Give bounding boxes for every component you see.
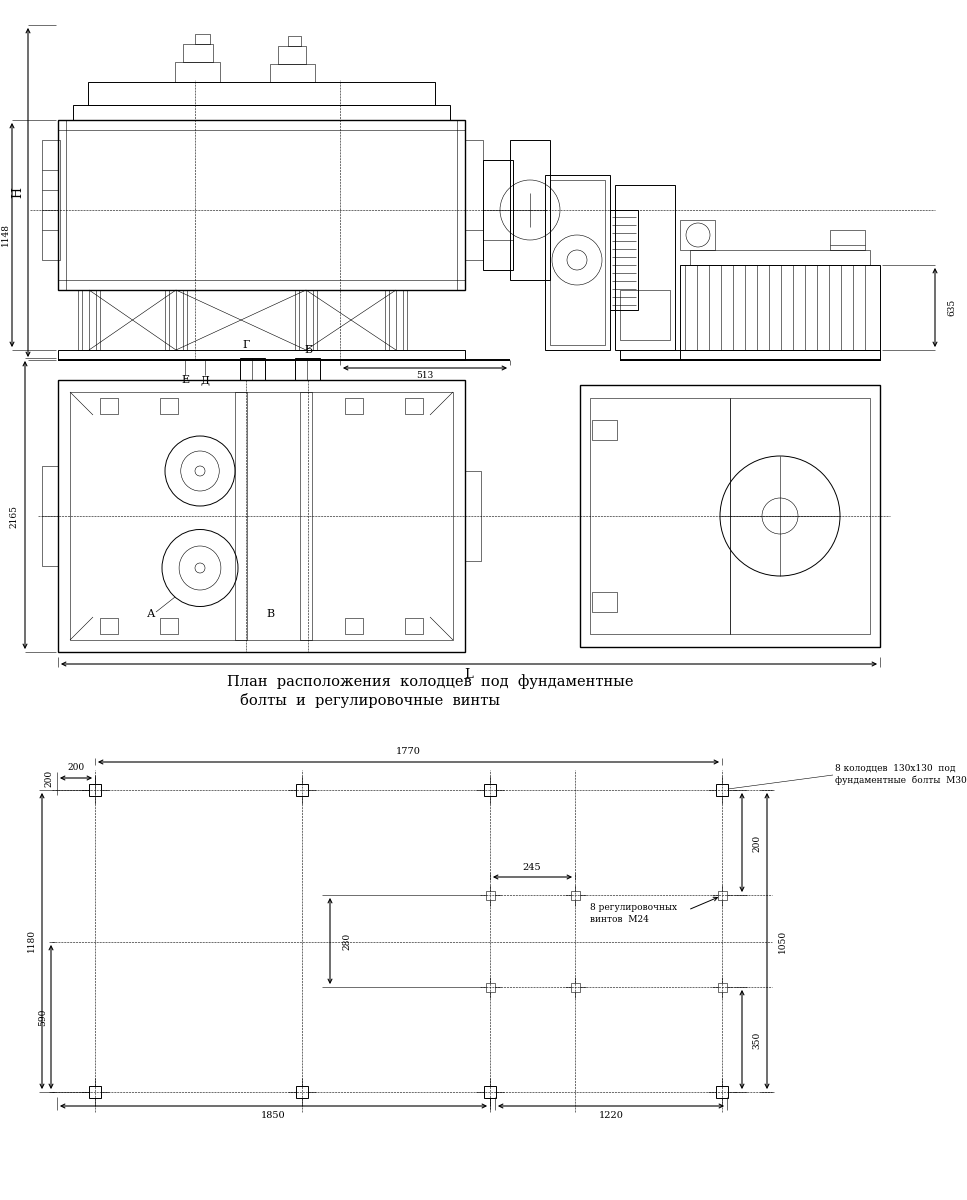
Bar [571, 983, 579, 991]
Bar [580, 385, 880, 647]
Bar [160, 618, 178, 634]
Text: 1180: 1180 [26, 930, 36, 953]
Bar [240, 358, 265, 380]
Bar [571, 890, 579, 900]
Bar [550, 180, 605, 346]
Text: H: H [12, 187, 24, 198]
Bar [718, 983, 726, 991]
Bar [484, 784, 496, 796]
Bar [70, 392, 453, 640]
Bar [89, 1086, 101, 1098]
Bar [620, 350, 880, 360]
Text: 1220: 1220 [599, 1111, 624, 1121]
Text: 8 колодцев  130х130  под: 8 колодцев 130х130 под [835, 763, 955, 773]
Bar [58, 380, 465, 652]
Bar [88, 82, 435, 104]
Bar [405, 398, 423, 414]
Text: 1148: 1148 [1, 223, 10, 246]
Bar [465, 140, 483, 260]
Bar [510, 140, 550, 280]
Text: 200: 200 [44, 769, 53, 786]
Text: Д: Д [200, 374, 210, 385]
Text: 590: 590 [39, 1008, 47, 1026]
Bar [405, 618, 423, 634]
Bar [690, 250, 870, 265]
Bar [590, 398, 730, 634]
Text: фундаментные  болты  М30: фундаментные болты М30 [835, 775, 967, 785]
Bar [160, 398, 178, 414]
Bar [615, 185, 675, 350]
Bar [165, 290, 187, 350]
Text: В: В [266, 608, 274, 619]
Bar [485, 890, 494, 900]
Bar [100, 398, 118, 414]
Bar [195, 34, 210, 44]
Text: 635: 635 [947, 299, 956, 316]
Bar [300, 392, 312, 640]
Text: 513: 513 [417, 371, 433, 379]
Bar [89, 784, 101, 796]
Bar [296, 1086, 308, 1098]
Bar [385, 290, 407, 350]
Bar [183, 44, 213, 62]
Bar [620, 290, 670, 340]
Text: винтов  М24: винтов М24 [590, 914, 649, 924]
Bar [680, 350, 880, 360]
Text: 350: 350 [752, 1031, 761, 1049]
Text: 2165: 2165 [10, 504, 18, 528]
Text: 1850: 1850 [261, 1111, 285, 1121]
Text: Г: Г [243, 340, 249, 350]
Bar [484, 1086, 496, 1098]
Bar [680, 265, 880, 350]
Bar [235, 392, 247, 640]
Bar [483, 160, 513, 270]
Bar [296, 784, 308, 796]
Bar [42, 466, 58, 566]
Bar [295, 290, 317, 350]
Text: 8 регулировочных: 8 регулировочных [590, 902, 677, 912]
Bar [592, 420, 617, 440]
Bar [610, 210, 638, 310]
Bar [78, 290, 100, 350]
Bar [42, 140, 60, 260]
Bar [730, 398, 870, 634]
Text: А: А [147, 608, 155, 619]
Bar [278, 46, 306, 64]
Text: 280: 280 [342, 932, 351, 949]
Bar [545, 175, 610, 350]
Bar [345, 398, 363, 414]
Bar [288, 36, 301, 46]
Bar [73, 104, 450, 120]
Text: 1050: 1050 [778, 930, 787, 953]
Bar [716, 784, 728, 796]
Text: 200: 200 [68, 763, 84, 773]
Text: Б: Б [304, 346, 312, 355]
Bar [58, 120, 465, 290]
Bar [465, 470, 481, 560]
Text: 245: 245 [523, 863, 542, 871]
Bar [100, 618, 118, 634]
Bar [295, 358, 320, 380]
Bar [718, 890, 726, 900]
Bar [485, 983, 494, 991]
Bar [680, 220, 715, 250]
Text: болты  и  регулировочные  винты: болты и регулировочные винты [240, 692, 500, 708]
Bar [58, 350, 465, 360]
Bar [716, 1086, 728, 1098]
Text: 1770: 1770 [396, 748, 421, 756]
Bar [175, 62, 220, 82]
Text: 200: 200 [752, 834, 761, 852]
Text: План  расположения  колодцев  под  фундаментные: План расположения колодцев под фундамент… [226, 674, 633, 690]
Text: L: L [464, 667, 474, 680]
Bar [270, 64, 315, 82]
Text: Е: Е [181, 374, 190, 385]
Bar [830, 230, 865, 250]
Bar [592, 592, 617, 612]
Bar [345, 618, 363, 634]
